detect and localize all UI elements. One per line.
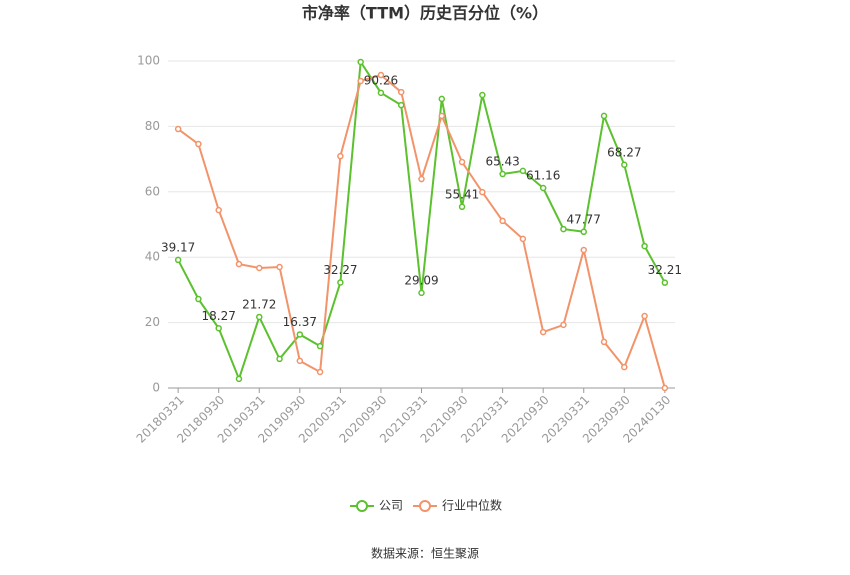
data-label: 32.21 [648, 263, 682, 277]
data-label: 39.17 [161, 240, 195, 254]
point [418, 289, 425, 297]
point [621, 161, 628, 169]
point [661, 384, 669, 392]
y-tick-label: 20 [145, 315, 160, 329]
point [357, 58, 364, 66]
point [519, 235, 527, 243]
y-tick-label: 0 [152, 381, 160, 395]
point [235, 375, 243, 383]
point [499, 170, 506, 178]
point [499, 217, 506, 225]
legend-marker [356, 500, 368, 512]
data-label: 18.27 [202, 309, 236, 323]
point [560, 225, 567, 233]
point [276, 355, 283, 363]
data-label: 32.27 [323, 263, 357, 277]
point [661, 279, 669, 286]
data-label: 90.26 [364, 73, 398, 87]
point [479, 188, 486, 196]
data-label: 47.77 [567, 212, 601, 226]
point [296, 357, 304, 365]
point [337, 152, 344, 160]
y-tick-label: 60 [145, 184, 160, 198]
point [580, 228, 587, 236]
point [397, 101, 405, 109]
point [316, 342, 324, 350]
point [539, 328, 547, 336]
data-label: 16.37 [283, 315, 317, 329]
point [600, 112, 608, 120]
point [174, 125, 182, 133]
point [479, 91, 486, 99]
point [600, 338, 608, 346]
data-label: 68.27 [607, 145, 641, 159]
point [195, 140, 202, 148]
point [256, 264, 263, 272]
point [438, 112, 446, 120]
data-label: 61.16 [526, 169, 560, 183]
point [337, 279, 344, 286]
point [621, 363, 628, 371]
data-label: 55.41 [445, 187, 479, 201]
point [560, 321, 567, 329]
point [276, 263, 283, 271]
y-tick-label: 100 [137, 54, 160, 68]
point [519, 167, 527, 175]
point [377, 71, 385, 79]
point [580, 246, 587, 254]
chart-title: 市净率（TTM）历史百分位（%） [302, 4, 548, 23]
point [174, 256, 182, 264]
legend-marker [419, 500, 431, 512]
point [418, 175, 425, 183]
point [357, 77, 364, 85]
point [215, 325, 222, 332]
point [235, 260, 243, 268]
point [458, 203, 466, 211]
legend-label: 行业中位数 [442, 498, 502, 513]
point [397, 88, 405, 96]
point [195, 295, 202, 303]
point [539, 184, 547, 192]
point [296, 331, 304, 338]
point [377, 89, 385, 97]
point [458, 158, 466, 166]
point [438, 95, 446, 103]
y-tick-label: 80 [145, 119, 160, 133]
data-label: 65.43 [485, 155, 519, 169]
point [256, 313, 263, 321]
point [641, 242, 648, 250]
point [215, 206, 222, 214]
data-label: 29.09 [404, 273, 438, 287]
data-label: 21.72 [242, 297, 276, 311]
legend-label: 公司 [379, 499, 403, 513]
source: 数据来源：恒生聚源 [371, 546, 479, 561]
y-tick-label: 40 [145, 250, 160, 264]
point [316, 368, 324, 376]
point [641, 312, 648, 320]
